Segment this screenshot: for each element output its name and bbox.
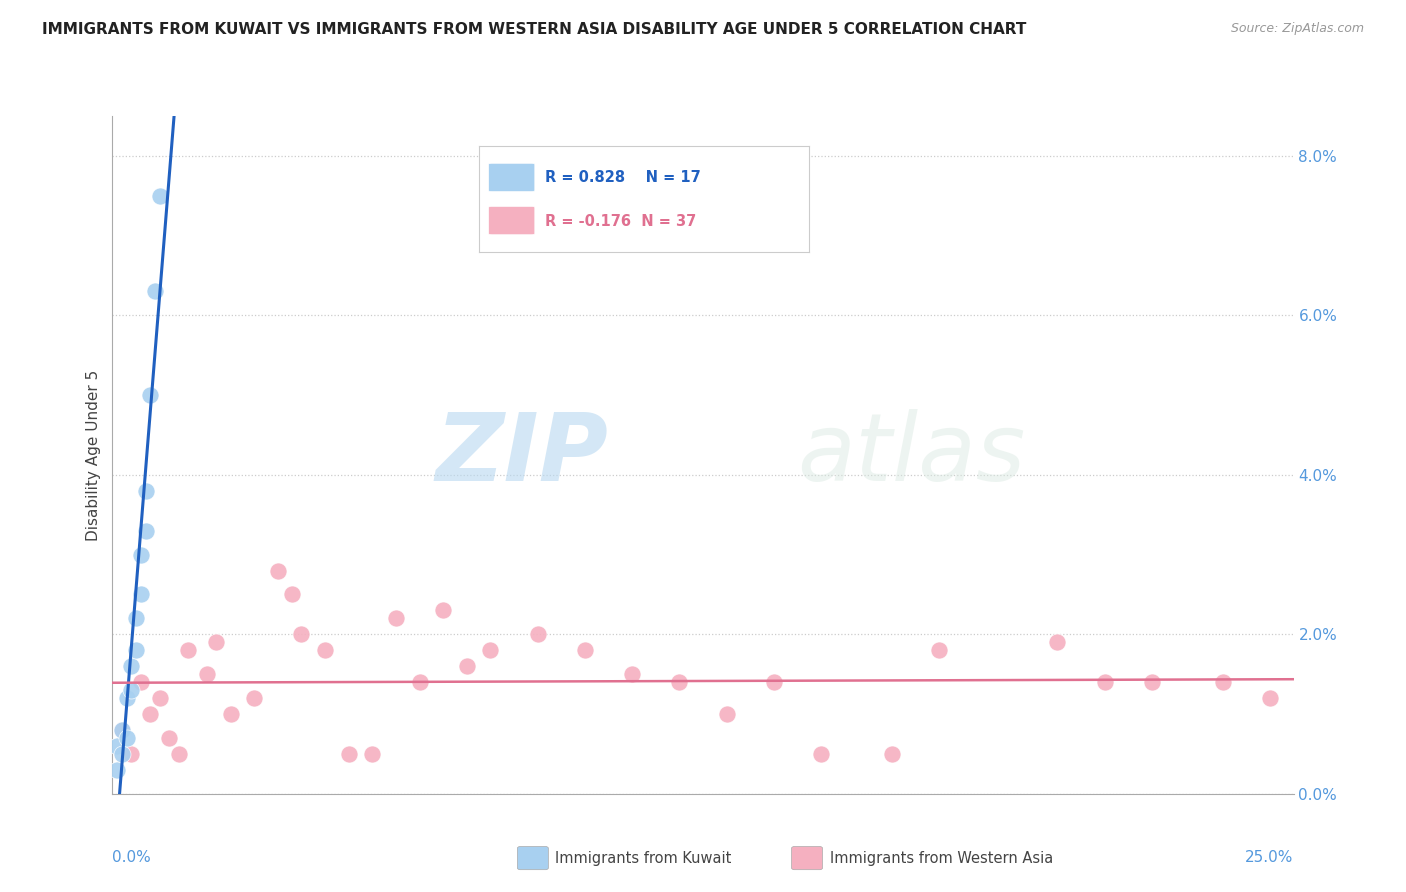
Text: ZIP: ZIP bbox=[436, 409, 609, 501]
Point bbox=[479, 643, 502, 657]
Point bbox=[120, 683, 142, 698]
Point bbox=[385, 611, 408, 625]
Point bbox=[928, 643, 950, 657]
Point bbox=[177, 643, 200, 657]
Point bbox=[668, 675, 690, 690]
Point bbox=[432, 603, 454, 617]
Point bbox=[408, 675, 430, 690]
Point bbox=[105, 763, 128, 777]
Point bbox=[267, 564, 290, 578]
Point bbox=[129, 587, 152, 601]
Point bbox=[1094, 675, 1116, 690]
Point bbox=[361, 747, 384, 761]
Point bbox=[574, 643, 596, 657]
Point bbox=[337, 747, 360, 761]
Point bbox=[195, 667, 218, 681]
Point bbox=[716, 707, 738, 722]
Point bbox=[314, 643, 336, 657]
Text: Immigrants from Western Asia: Immigrants from Western Asia bbox=[830, 851, 1053, 865]
Point bbox=[143, 285, 166, 299]
Point bbox=[139, 707, 162, 722]
Point bbox=[149, 691, 172, 706]
Point bbox=[1140, 675, 1163, 690]
Point bbox=[129, 548, 152, 562]
Point bbox=[621, 667, 644, 681]
Text: IMMIGRANTS FROM KUWAIT VS IMMIGRANTS FROM WESTERN ASIA DISABILITY AGE UNDER 5 CO: IMMIGRANTS FROM KUWAIT VS IMMIGRANTS FRO… bbox=[42, 22, 1026, 37]
Point bbox=[290, 627, 312, 641]
Point bbox=[135, 524, 157, 538]
Point bbox=[762, 675, 785, 690]
Point bbox=[281, 587, 304, 601]
Text: Source: ZipAtlas.com: Source: ZipAtlas.com bbox=[1230, 22, 1364, 36]
Point bbox=[115, 731, 138, 745]
Point bbox=[167, 747, 190, 761]
Point bbox=[111, 723, 134, 737]
Point bbox=[157, 731, 180, 745]
Point bbox=[1258, 691, 1281, 706]
Point bbox=[526, 627, 548, 641]
Point bbox=[243, 691, 266, 706]
Point bbox=[219, 707, 242, 722]
Point bbox=[120, 659, 142, 673]
Point bbox=[111, 723, 134, 737]
Point bbox=[880, 747, 903, 761]
Point bbox=[129, 675, 152, 690]
Point bbox=[135, 483, 157, 498]
Text: atlas: atlas bbox=[797, 409, 1026, 500]
Point bbox=[105, 739, 128, 753]
Point bbox=[125, 643, 148, 657]
Point bbox=[115, 691, 138, 706]
Point bbox=[810, 747, 832, 761]
Point bbox=[205, 635, 228, 649]
Text: Immigrants from Kuwait: Immigrants from Kuwait bbox=[555, 851, 731, 865]
Point bbox=[125, 611, 148, 625]
Point bbox=[456, 659, 478, 673]
Text: 0.0%: 0.0% bbox=[112, 850, 152, 864]
Point bbox=[111, 747, 134, 761]
Y-axis label: Disability Age Under 5: Disability Age Under 5 bbox=[86, 369, 101, 541]
Point bbox=[1212, 675, 1234, 690]
Point bbox=[149, 188, 172, 202]
Point bbox=[120, 747, 142, 761]
Text: 25.0%: 25.0% bbox=[1246, 850, 1294, 864]
Point bbox=[1046, 635, 1069, 649]
Point bbox=[139, 388, 162, 402]
